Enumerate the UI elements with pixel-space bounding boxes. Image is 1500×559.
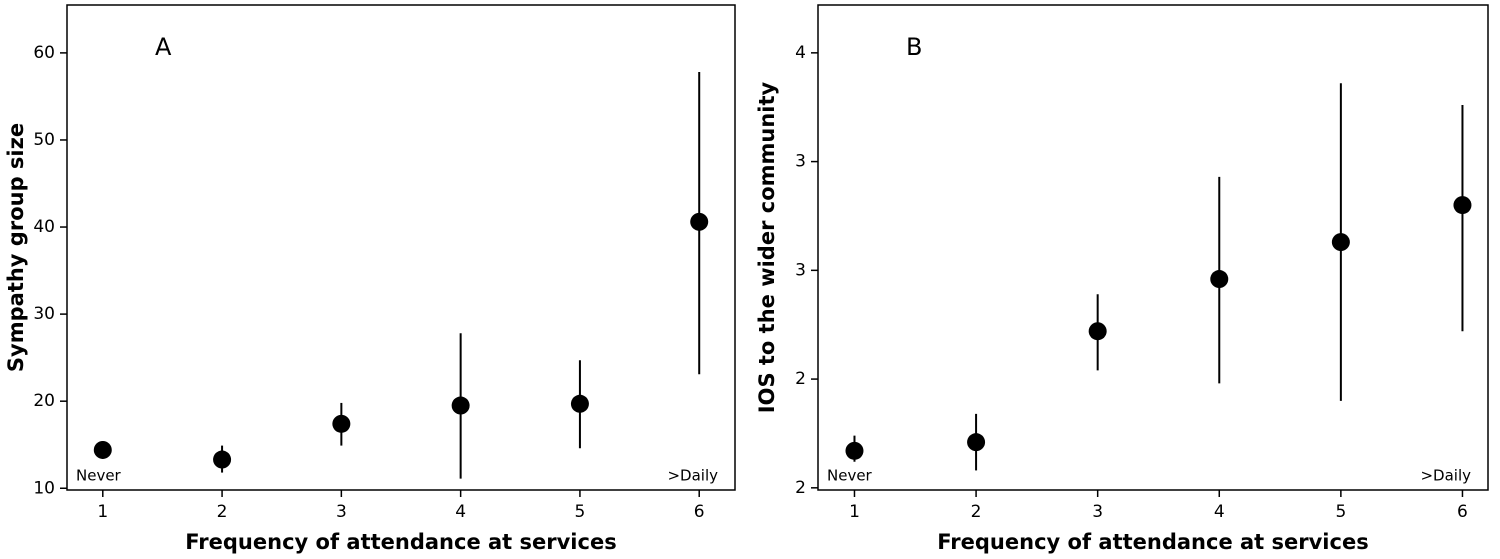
annotation: Never bbox=[827, 467, 873, 485]
point bbox=[93, 440, 112, 459]
x-tick-label: 1 bbox=[97, 502, 108, 522]
x-tick-label: 5 bbox=[575, 502, 586, 522]
point bbox=[690, 212, 709, 231]
plot-frame bbox=[817, 4, 1489, 491]
x-tick-label: 6 bbox=[694, 502, 705, 522]
point bbox=[967, 433, 986, 452]
y-tick-label: 50 bbox=[33, 130, 55, 150]
y-tick-label: 3 bbox=[795, 260, 806, 280]
point bbox=[451, 396, 470, 415]
annotation: >Daily bbox=[1420, 467, 1471, 485]
annotation: Never bbox=[76, 467, 122, 485]
x-axis-label: Frequency of attendance at services bbox=[937, 530, 1368, 554]
x-tick-label: 3 bbox=[1092, 502, 1103, 522]
point bbox=[1210, 270, 1229, 289]
x-tick-label: 2 bbox=[971, 502, 982, 522]
panel-label: A bbox=[155, 33, 172, 61]
y-tick-label: 2 bbox=[795, 369, 806, 389]
y-tick-label: 3 bbox=[795, 152, 806, 172]
x-tick-label: 6 bbox=[1457, 502, 1468, 522]
point bbox=[1453, 196, 1472, 215]
point bbox=[570, 394, 589, 413]
x-tick-label: 3 bbox=[336, 502, 347, 522]
y-tick-label: 30 bbox=[33, 304, 55, 324]
y-tick-label: 60 bbox=[33, 43, 55, 63]
point bbox=[1331, 233, 1350, 252]
x-axis-label: Frequency of attendance at services bbox=[185, 530, 616, 554]
y-tick-label: 10 bbox=[33, 478, 55, 498]
panel-label: B bbox=[906, 33, 922, 61]
x-tick-label: 1 bbox=[849, 502, 860, 522]
x-tick-label: 4 bbox=[1214, 502, 1225, 522]
plot-frame bbox=[66, 4, 736, 491]
point bbox=[845, 441, 864, 460]
y-axis-label: Sympathy group size bbox=[4, 123, 28, 372]
y-tick-label: 2 bbox=[795, 478, 806, 498]
x-tick-label: 5 bbox=[1335, 502, 1346, 522]
x-tick-label: 2 bbox=[217, 502, 228, 522]
y-tick-label: 40 bbox=[33, 217, 55, 237]
x-tick-label: 4 bbox=[455, 502, 466, 522]
point bbox=[213, 450, 232, 469]
y-tick-label: 4 bbox=[795, 43, 806, 63]
point bbox=[332, 414, 351, 433]
y-tick-label: 20 bbox=[33, 391, 55, 411]
annotation: >Daily bbox=[667, 467, 718, 485]
point bbox=[1088, 322, 1107, 341]
y-axis-label: IOS to the wider community bbox=[755, 81, 779, 413]
